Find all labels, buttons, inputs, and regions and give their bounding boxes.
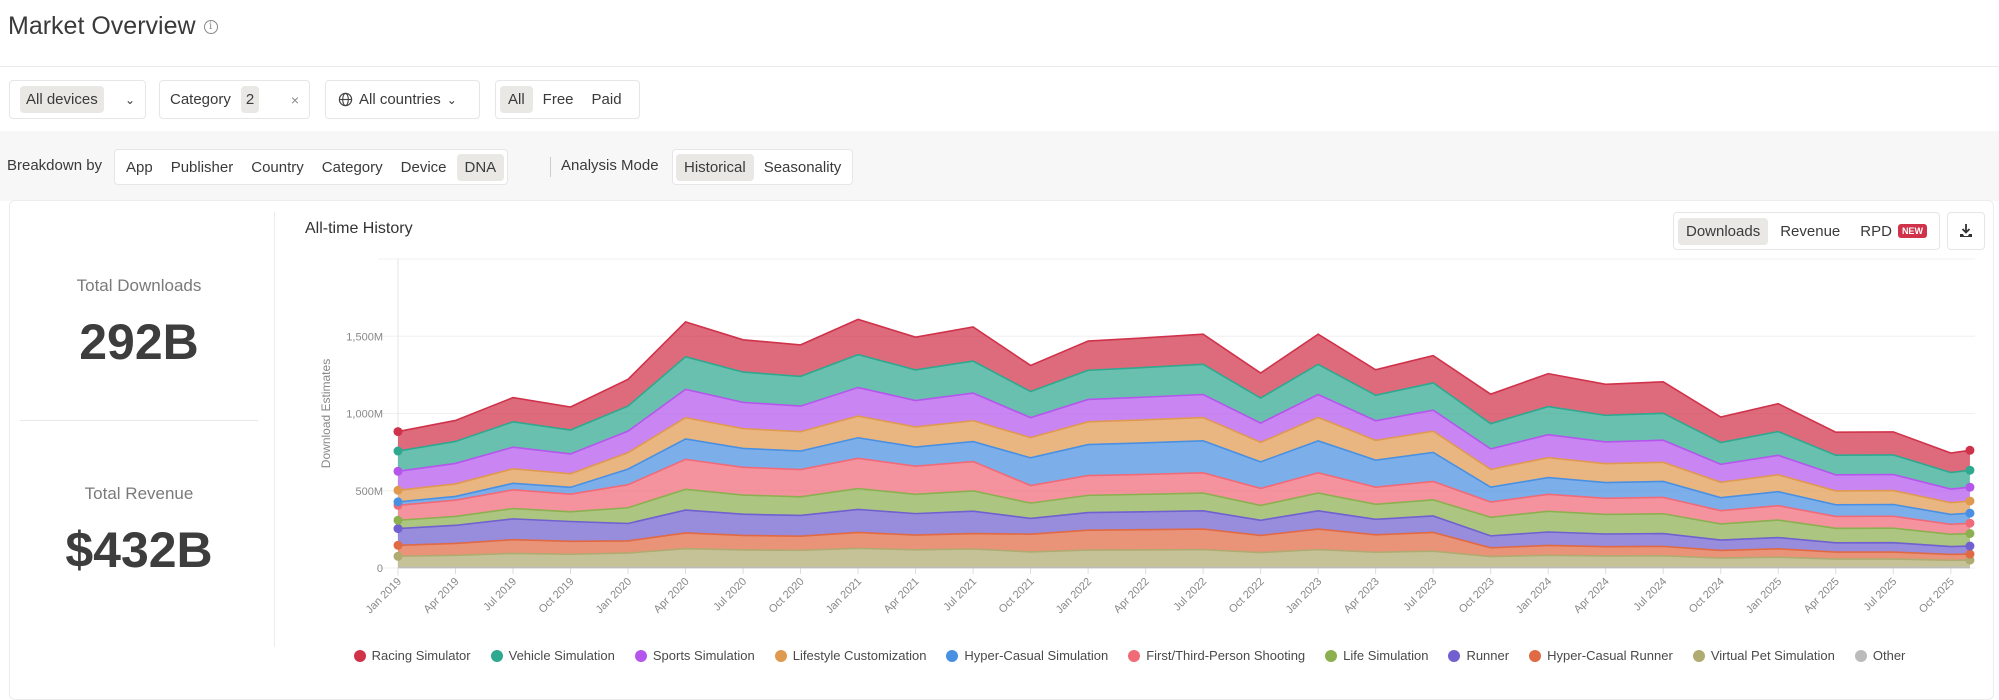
x-tick-label: Oct 2023 bbox=[1457, 576, 1497, 616]
x-tick-label: Jan 2024 bbox=[1514, 576, 1554, 616]
legend-dot-icon bbox=[354, 650, 366, 662]
legend-label: Sports Simulation bbox=[653, 648, 755, 663]
series-start-marker bbox=[394, 427, 403, 436]
x-tick-label: Jan 2025 bbox=[1744, 576, 1784, 616]
legend-item[interactable]: Hyper-Casual Simulation bbox=[946, 648, 1108, 663]
x-tick-label: Jul 2021 bbox=[941, 576, 979, 614]
series-start-marker bbox=[394, 486, 403, 495]
x-tick-label: Apr 2024 bbox=[1572, 576, 1612, 616]
legend-dot-icon bbox=[775, 650, 787, 662]
legend-dot-icon bbox=[1325, 650, 1337, 662]
legend-dot-icon bbox=[635, 650, 647, 662]
legend-dot-icon bbox=[1128, 650, 1140, 662]
y-tick-label: 0 bbox=[377, 563, 383, 575]
x-tick-label: Apr 2020 bbox=[652, 576, 692, 616]
series-start-marker bbox=[394, 497, 403, 506]
legend-item[interactable]: Life Simulation bbox=[1325, 648, 1428, 663]
x-tick-label: Jul 2020 bbox=[711, 576, 749, 614]
legend-item[interactable]: Virtual Pet Simulation bbox=[1693, 648, 1835, 663]
legend-dot-icon bbox=[1693, 650, 1705, 662]
x-tick-label: Oct 2019 bbox=[537, 576, 577, 616]
x-tick-label: Jul 2023 bbox=[1401, 576, 1439, 614]
legend-label: Life Simulation bbox=[1343, 648, 1428, 663]
series-end-marker bbox=[1965, 497, 1974, 506]
legend-dot-icon bbox=[1529, 650, 1541, 662]
x-tick-label: Oct 2022 bbox=[1227, 576, 1267, 616]
x-tick-label: Oct 2024 bbox=[1687, 576, 1727, 616]
legend-label: Vehicle Simulation bbox=[509, 648, 615, 663]
x-tick-label: Jan 2020 bbox=[594, 576, 634, 616]
legend-item[interactable]: Racing Simulator bbox=[354, 648, 471, 663]
y-tick-label: 1,000M bbox=[346, 409, 383, 421]
series-end-marker bbox=[1965, 509, 1974, 518]
x-tick-label: Jul 2019 bbox=[481, 576, 519, 614]
y-tick-label: 500M bbox=[355, 486, 383, 498]
series-start-marker bbox=[394, 447, 403, 456]
x-tick-label: Jan 2021 bbox=[824, 576, 864, 616]
legend-label: Virtual Pet Simulation bbox=[1711, 648, 1835, 663]
x-tick-label: Jul 2024 bbox=[1631, 576, 1669, 614]
x-tick-label: Jul 2025 bbox=[1861, 576, 1899, 614]
y-tick-label: 1,500M bbox=[346, 331, 383, 343]
legend-label: Lifestyle Customization bbox=[793, 648, 927, 663]
series-end-marker bbox=[1965, 550, 1974, 559]
x-tick-label: Oct 2021 bbox=[997, 576, 1037, 616]
y-axis-title: Download Estimates bbox=[319, 359, 333, 468]
legend-dot-icon bbox=[1855, 650, 1867, 662]
legend-label: Hyper-Casual Runner bbox=[1547, 648, 1673, 663]
chart-legend: Racing Simulator Vehicle Simulation Sports… bbox=[0, 648, 1999, 663]
legend-item[interactable]: Runner bbox=[1448, 648, 1509, 663]
legend-item[interactable]: First/Third-Person Shooting bbox=[1128, 648, 1305, 663]
legend-item[interactable]: Sports Simulation bbox=[635, 648, 755, 663]
legend-label: First/Third-Person Shooting bbox=[1146, 648, 1305, 663]
legend-item[interactable]: Hyper-Casual Runner bbox=[1529, 648, 1673, 663]
legend-dot-icon bbox=[1448, 650, 1460, 662]
series-end-marker bbox=[1965, 483, 1974, 492]
x-tick-label: Jan 2022 bbox=[1054, 576, 1094, 616]
x-tick-label: Jan 2023 bbox=[1284, 576, 1324, 616]
series-start-marker bbox=[394, 467, 403, 476]
legend-label: Other bbox=[1873, 648, 1906, 663]
series-end-marker bbox=[1965, 529, 1974, 538]
series-end-marker bbox=[1965, 446, 1974, 455]
x-tick-label: Apr 2022 bbox=[1112, 576, 1152, 616]
series-start-marker bbox=[394, 516, 403, 525]
x-tick-label: Apr 2019 bbox=[422, 576, 462, 616]
series-start-marker bbox=[394, 541, 403, 550]
series-start-marker bbox=[394, 552, 403, 561]
x-tick-label: Oct 2020 bbox=[767, 576, 807, 616]
series-end-marker bbox=[1965, 466, 1974, 475]
legend-item[interactable]: Vehicle Simulation bbox=[491, 648, 615, 663]
series-end-marker bbox=[1965, 519, 1974, 528]
x-tick-label: Oct 2025 bbox=[1917, 576, 1957, 616]
x-tick-label: Apr 2025 bbox=[1802, 576, 1842, 616]
legend-label: Runner bbox=[1466, 648, 1509, 663]
series-start-marker bbox=[394, 524, 403, 533]
legend-item[interactable]: Lifestyle Customization bbox=[775, 648, 927, 663]
legend-item[interactable]: Other bbox=[1855, 648, 1906, 663]
x-tick-label: Apr 2021 bbox=[882, 576, 922, 616]
legend-label: Hyper-Casual Simulation bbox=[964, 648, 1108, 663]
series-end-marker bbox=[1965, 542, 1974, 551]
legend-dot-icon bbox=[491, 650, 503, 662]
x-tick-label: Jan 2019 bbox=[364, 576, 404, 616]
x-tick-label: Apr 2023 bbox=[1342, 576, 1382, 616]
legend-dot-icon bbox=[946, 650, 958, 662]
legend-label: Racing Simulator bbox=[372, 648, 471, 663]
x-tick-label: Jul 2022 bbox=[1171, 576, 1209, 614]
